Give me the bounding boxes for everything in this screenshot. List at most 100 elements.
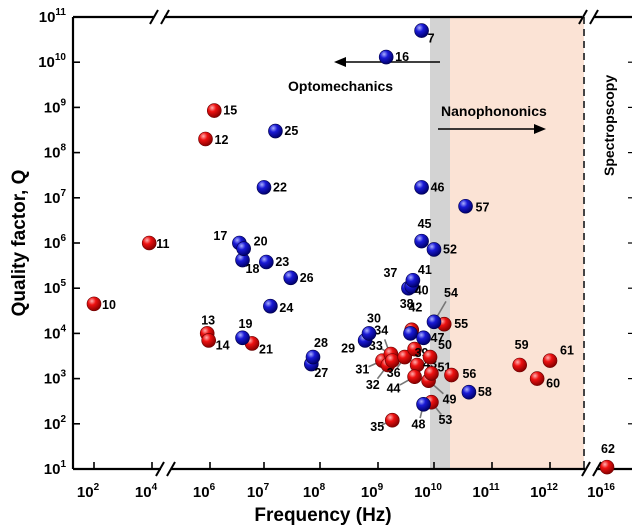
x-tick-label: 104: [135, 482, 158, 501]
data-point-label-49: 49: [443, 393, 457, 407]
axis-break-x-left: [155, 461, 176, 477]
y-tick-label: 1010: [38, 52, 66, 71]
data-point-19: [235, 330, 250, 346]
data-point-47: [416, 330, 431, 346]
data-point-14: [201, 333, 216, 348]
data-point-59: [512, 357, 527, 373]
x-tick-label: 102: [77, 482, 100, 501]
y-tick-label: 103: [44, 369, 67, 388]
x-axis-label: Frequency (Hz): [254, 505, 391, 526]
data-point-62: [599, 459, 615, 475]
data-point-label-14: 14: [216, 338, 230, 352]
data-points: 1011121314152131323334353638394344495051…: [86, 23, 615, 475]
data-point-label-7: 7: [428, 32, 435, 46]
y-tick-label: 102: [44, 414, 67, 433]
data-point-54: [426, 314, 442, 330]
data-point-label-55: 55: [454, 317, 468, 331]
y-tick-label: 1011: [39, 7, 67, 26]
data-point-label-13: 13: [201, 313, 215, 327]
y-tick-label: 101: [44, 459, 67, 478]
x-tick-label: 1010: [414, 482, 442, 501]
data-point-label-18: 18: [246, 262, 260, 276]
data-point-45: [414, 233, 429, 249]
data-point-label-15: 15: [223, 104, 237, 118]
data-point-15: [206, 103, 222, 118]
data-point-57: [458, 198, 473, 214]
data-point-56: [444, 367, 459, 383]
y-tick-label: 105: [44, 278, 67, 297]
data-point-label-11: 11: [156, 237, 169, 251]
data-point-label-12: 12: [215, 133, 229, 147]
data-point-label-17: 17: [213, 229, 227, 243]
data-point-label-58: 58: [478, 385, 492, 399]
x-tick-label: 109: [361, 482, 384, 501]
data-point-label-62: 62: [601, 442, 615, 456]
data-point-label-53: 53: [438, 413, 452, 427]
data-point-23: [259, 254, 274, 270]
x-tick-label: 1011: [472, 482, 500, 501]
data-point-label-60: 60: [546, 377, 560, 391]
data-point-label-29: 29: [341, 341, 355, 355]
data-point-label-30: 30: [367, 311, 381, 325]
y-tick-label: 107: [44, 188, 67, 207]
data-point-label-25: 25: [284, 124, 298, 138]
data-point-label-22: 22: [273, 180, 287, 194]
y-tick-label: 109: [44, 97, 67, 116]
data-point-label-31: 31: [355, 363, 369, 377]
data-point-label-56: 56: [462, 367, 476, 381]
data-point-label-28: 28: [314, 336, 328, 350]
data-point-51: [424, 366, 439, 381]
data-point-label-23: 23: [275, 255, 289, 269]
data-point-label-35: 35: [370, 420, 384, 434]
data-point-label-33: 33: [369, 339, 383, 353]
optomechanics-arrow: [334, 57, 440, 67]
data-point-36: [397, 349, 413, 365]
data-point-label-26: 26: [300, 271, 314, 285]
axis-break-top-left: [149, 9, 170, 25]
x-tick-label: 108: [303, 482, 326, 501]
data-point-48: [416, 397, 431, 412]
data-point-20: [236, 241, 251, 256]
data-point-44: [407, 369, 422, 385]
data-point-label-32: 32: [366, 378, 380, 392]
data-point-label-54: 54: [444, 286, 458, 300]
data-point-label-20: 20: [254, 235, 268, 249]
data-point-10: [86, 296, 102, 312]
data-point-42: [403, 326, 418, 341]
data-point-label-34: 34: [374, 324, 388, 338]
data-point-label-45: 45: [418, 217, 432, 231]
data-point-label-37: 37: [383, 266, 397, 280]
data-point-25: [268, 123, 283, 139]
data-point-label-38: 38: [400, 297, 414, 311]
data-point-16: [378, 49, 394, 65]
data-point-label-42: 42: [408, 300, 422, 314]
data-point-26: [283, 270, 299, 286]
data-point-label-27: 27: [314, 366, 328, 380]
y-tick-label: 104: [44, 323, 67, 342]
nanophononics-arrow: [438, 124, 546, 134]
data-point-label-61: 61: [560, 344, 574, 358]
data-point-label-40: 40: [415, 283, 429, 297]
x-tick-label: 1016: [587, 482, 615, 501]
data-point-58: [461, 384, 477, 400]
data-point-label-47: 47: [431, 331, 445, 345]
data-point-12: [198, 131, 213, 147]
data-point-label-24: 24: [279, 301, 293, 315]
data-point-30: [361, 326, 377, 341]
data-point-41: [405, 272, 421, 288]
optomechanics-label: Optomechanics: [288, 78, 393, 94]
axis-break-x-right: [581, 461, 602, 477]
data-point-35: [384, 412, 400, 428]
data-point-11: [141, 235, 157, 251]
data-point-label-19: 19: [239, 317, 253, 331]
data-point-28: [305, 349, 321, 365]
data-point-24: [263, 298, 278, 314]
data-point-60: [529, 371, 545, 386]
data-point-label-36: 36: [387, 366, 401, 380]
data-point-label-21: 21: [259, 342, 273, 356]
data-point-label-52: 52: [443, 242, 457, 256]
nanophononics-label: Nanophononics: [441, 103, 547, 119]
data-point-label-50: 50: [438, 338, 452, 352]
